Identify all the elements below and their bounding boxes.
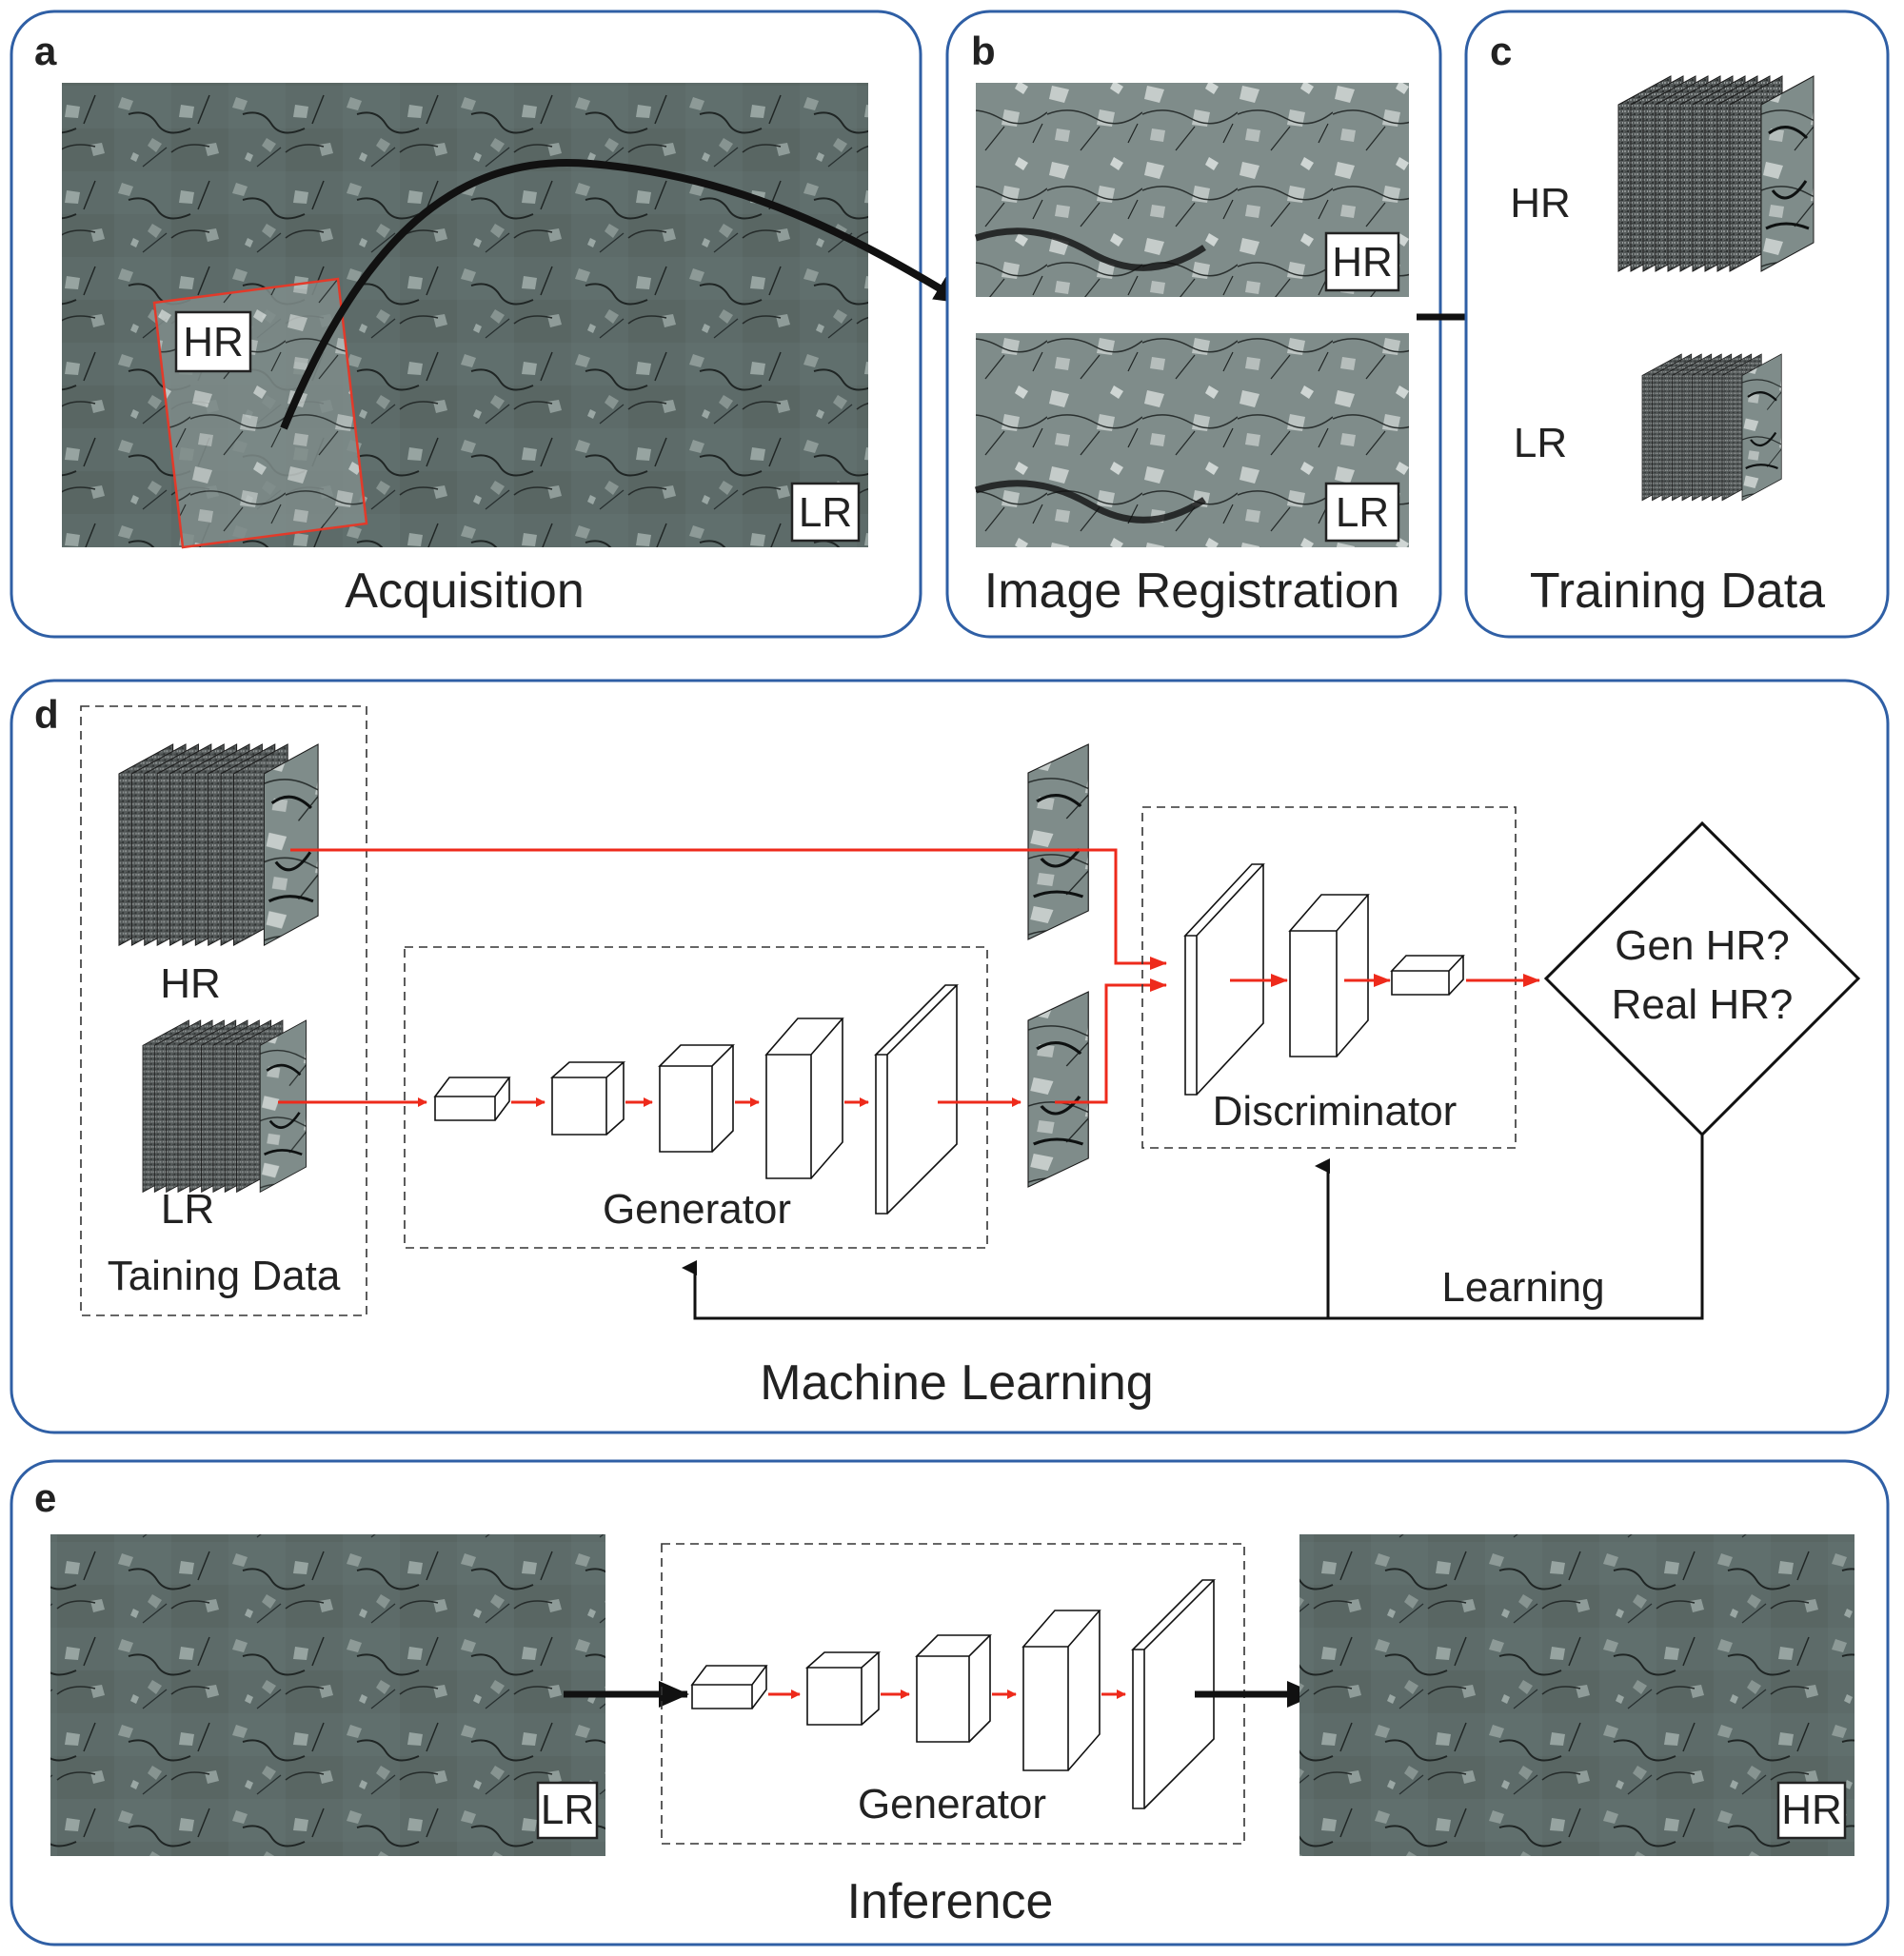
ml-generator-layers xyxy=(433,984,959,1215)
panel-training-data: c HR LR Training Data xyxy=(1464,10,1890,639)
ml-discriminator-layers xyxy=(1183,863,1465,1096)
ml-lr-label: LR xyxy=(161,1186,214,1233)
inference-hr-image xyxy=(1299,1534,1854,1856)
panel-label-e: e xyxy=(34,1475,56,1520)
panel-acquisition: a HR LR Acquisition xyxy=(10,10,966,639)
panel-title-inference: Inference xyxy=(847,1874,1054,1929)
inference-lr-tag: LR xyxy=(541,1787,594,1833)
training-hr-label: HR xyxy=(1510,180,1571,227)
panel-label-c: c xyxy=(1490,29,1512,73)
inference-lr-image xyxy=(50,1534,605,1856)
panel-title-training-data: Training Data xyxy=(1530,563,1825,619)
registration-hr-tag: HR xyxy=(1332,239,1393,286)
panel-title-machine-learning: Machine Learning xyxy=(760,1355,1153,1411)
ml-discriminator-group xyxy=(1141,806,1517,1149)
ml-generator-label: Generator xyxy=(603,1186,791,1233)
panel-title-image-registration: Image Registration xyxy=(984,563,1399,619)
lr-training-stack xyxy=(1641,352,1783,502)
inference-hr-tag: HR xyxy=(1781,1787,1842,1833)
inference-generator-layers xyxy=(690,1579,1216,1809)
decision-gen-hr: Gen HR? xyxy=(1615,922,1789,969)
ml-discriminator-label: Discriminator xyxy=(1213,1088,1458,1135)
registration-arrow xyxy=(280,159,966,430)
registration-lr-tag: LR xyxy=(1336,489,1389,536)
learning-label: Learning xyxy=(1441,1264,1604,1311)
panel-label-d: d xyxy=(34,692,59,737)
panel-machine-learning: d HR LR Ta xyxy=(10,679,1890,1434)
training-lr-label: LR xyxy=(1514,420,1567,466)
generated-hr-slice xyxy=(1026,990,1090,1189)
ml-generator-group xyxy=(404,946,988,1249)
ml-hr-label: HR xyxy=(160,960,221,1007)
panel-title-acquisition: Acquisition xyxy=(345,563,584,619)
panel-inference: e LR Generator HR Inference xyxy=(10,1459,1890,1946)
acquisition-hr-tag: HR xyxy=(183,319,244,366)
ml-hr-stack xyxy=(118,742,320,947)
decision-real-hr: Real HR? xyxy=(1612,981,1794,1028)
ml-training-data-label: Taining Data xyxy=(108,1253,341,1299)
acquisition-lr-tag: LR xyxy=(799,489,852,536)
panel-label-a: a xyxy=(34,29,57,73)
inference-generator-label: Generator xyxy=(858,1781,1046,1828)
panel-label-b: b xyxy=(971,29,996,73)
training-data-group xyxy=(80,705,367,1316)
ml-lr-stack xyxy=(142,1018,307,1194)
panel-image-registration: b HR LR Image Registration xyxy=(945,10,1442,639)
real-hr-slice xyxy=(1026,742,1090,941)
hr-training-stack xyxy=(1617,74,1815,273)
